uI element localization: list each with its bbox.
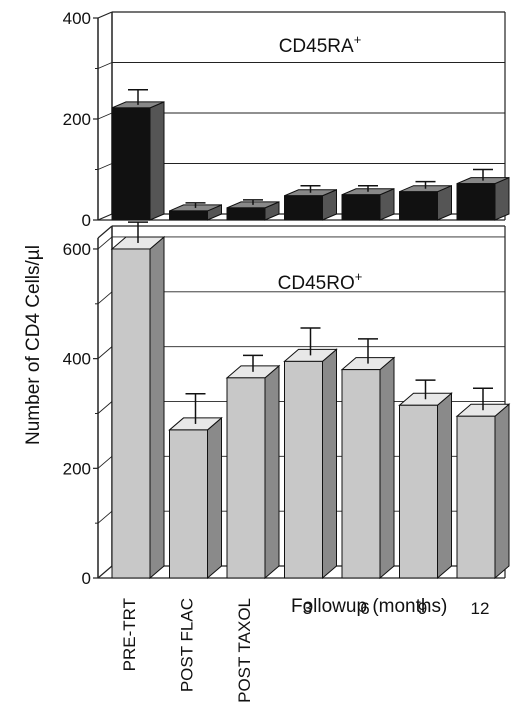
y-tick-label: 0 [82, 569, 91, 588]
gridline-side [97, 510, 113, 524]
bar [111, 248, 151, 579]
gridline-side [97, 455, 113, 469]
panel-title: CD45RO+ [278, 269, 363, 294]
x-category-label: PRE-TRT [120, 598, 139, 671]
bar-side [494, 176, 510, 221]
bar [341, 194, 381, 221]
gridline-side [97, 112, 113, 120]
gridline-side [97, 163, 113, 170]
y-tick-label: 400 [63, 350, 91, 369]
y-tick-label: 200 [63, 459, 91, 478]
gridline-side [97, 346, 113, 359]
bar-side [207, 416, 222, 580]
bar-side [149, 101, 165, 221]
y-tick-label: 600 [63, 240, 91, 259]
x-category-label: 9 [418, 599, 427, 618]
x-category-label: 6 [360, 599, 369, 618]
gridline-side [97, 401, 113, 414]
y-axis-label: Number of CD4 Cells/µl [23, 245, 44, 445]
bar [226, 377, 266, 579]
bar [226, 207, 266, 221]
panel-title: CD45RA+ [279, 32, 362, 57]
bar [169, 429, 208, 579]
bar [399, 191, 438, 221]
gridline-side [97, 236, 113, 250]
bar [169, 210, 208, 221]
y-axis-depth-bottom [97, 565, 113, 579]
bar [341, 369, 381, 579]
bar [456, 183, 496, 221]
y-tick-label: 0 [82, 211, 91, 230]
bar [284, 360, 323, 579]
gridline-side [97, 62, 113, 69]
y-axis-depth-top [97, 225, 113, 239]
bar-side [322, 348, 337, 580]
bar [111, 107, 151, 221]
y-axis-depth-bottom [97, 213, 113, 221]
x-category-label: 3 [303, 599, 312, 618]
y-axis-depth-top [97, 11, 113, 19]
x-category-label: POST TAXOL [235, 598, 254, 703]
y-tick-label: 400 [63, 9, 91, 28]
gridline-side [97, 291, 113, 305]
bar-side [149, 235, 165, 580]
bar-side [437, 392, 452, 580]
x-axis-label: Followup (months) [291, 596, 448, 617]
bar-side [494, 403, 510, 580]
bar [399, 404, 438, 579]
bar-side [379, 356, 395, 580]
x-category-label: POST FLAC [178, 598, 197, 692]
bar-side [264, 364, 280, 580]
x-category-label: 12 [471, 599, 490, 618]
bar [284, 195, 323, 221]
bar [456, 415, 496, 579]
y-tick-label: 200 [63, 110, 91, 129]
